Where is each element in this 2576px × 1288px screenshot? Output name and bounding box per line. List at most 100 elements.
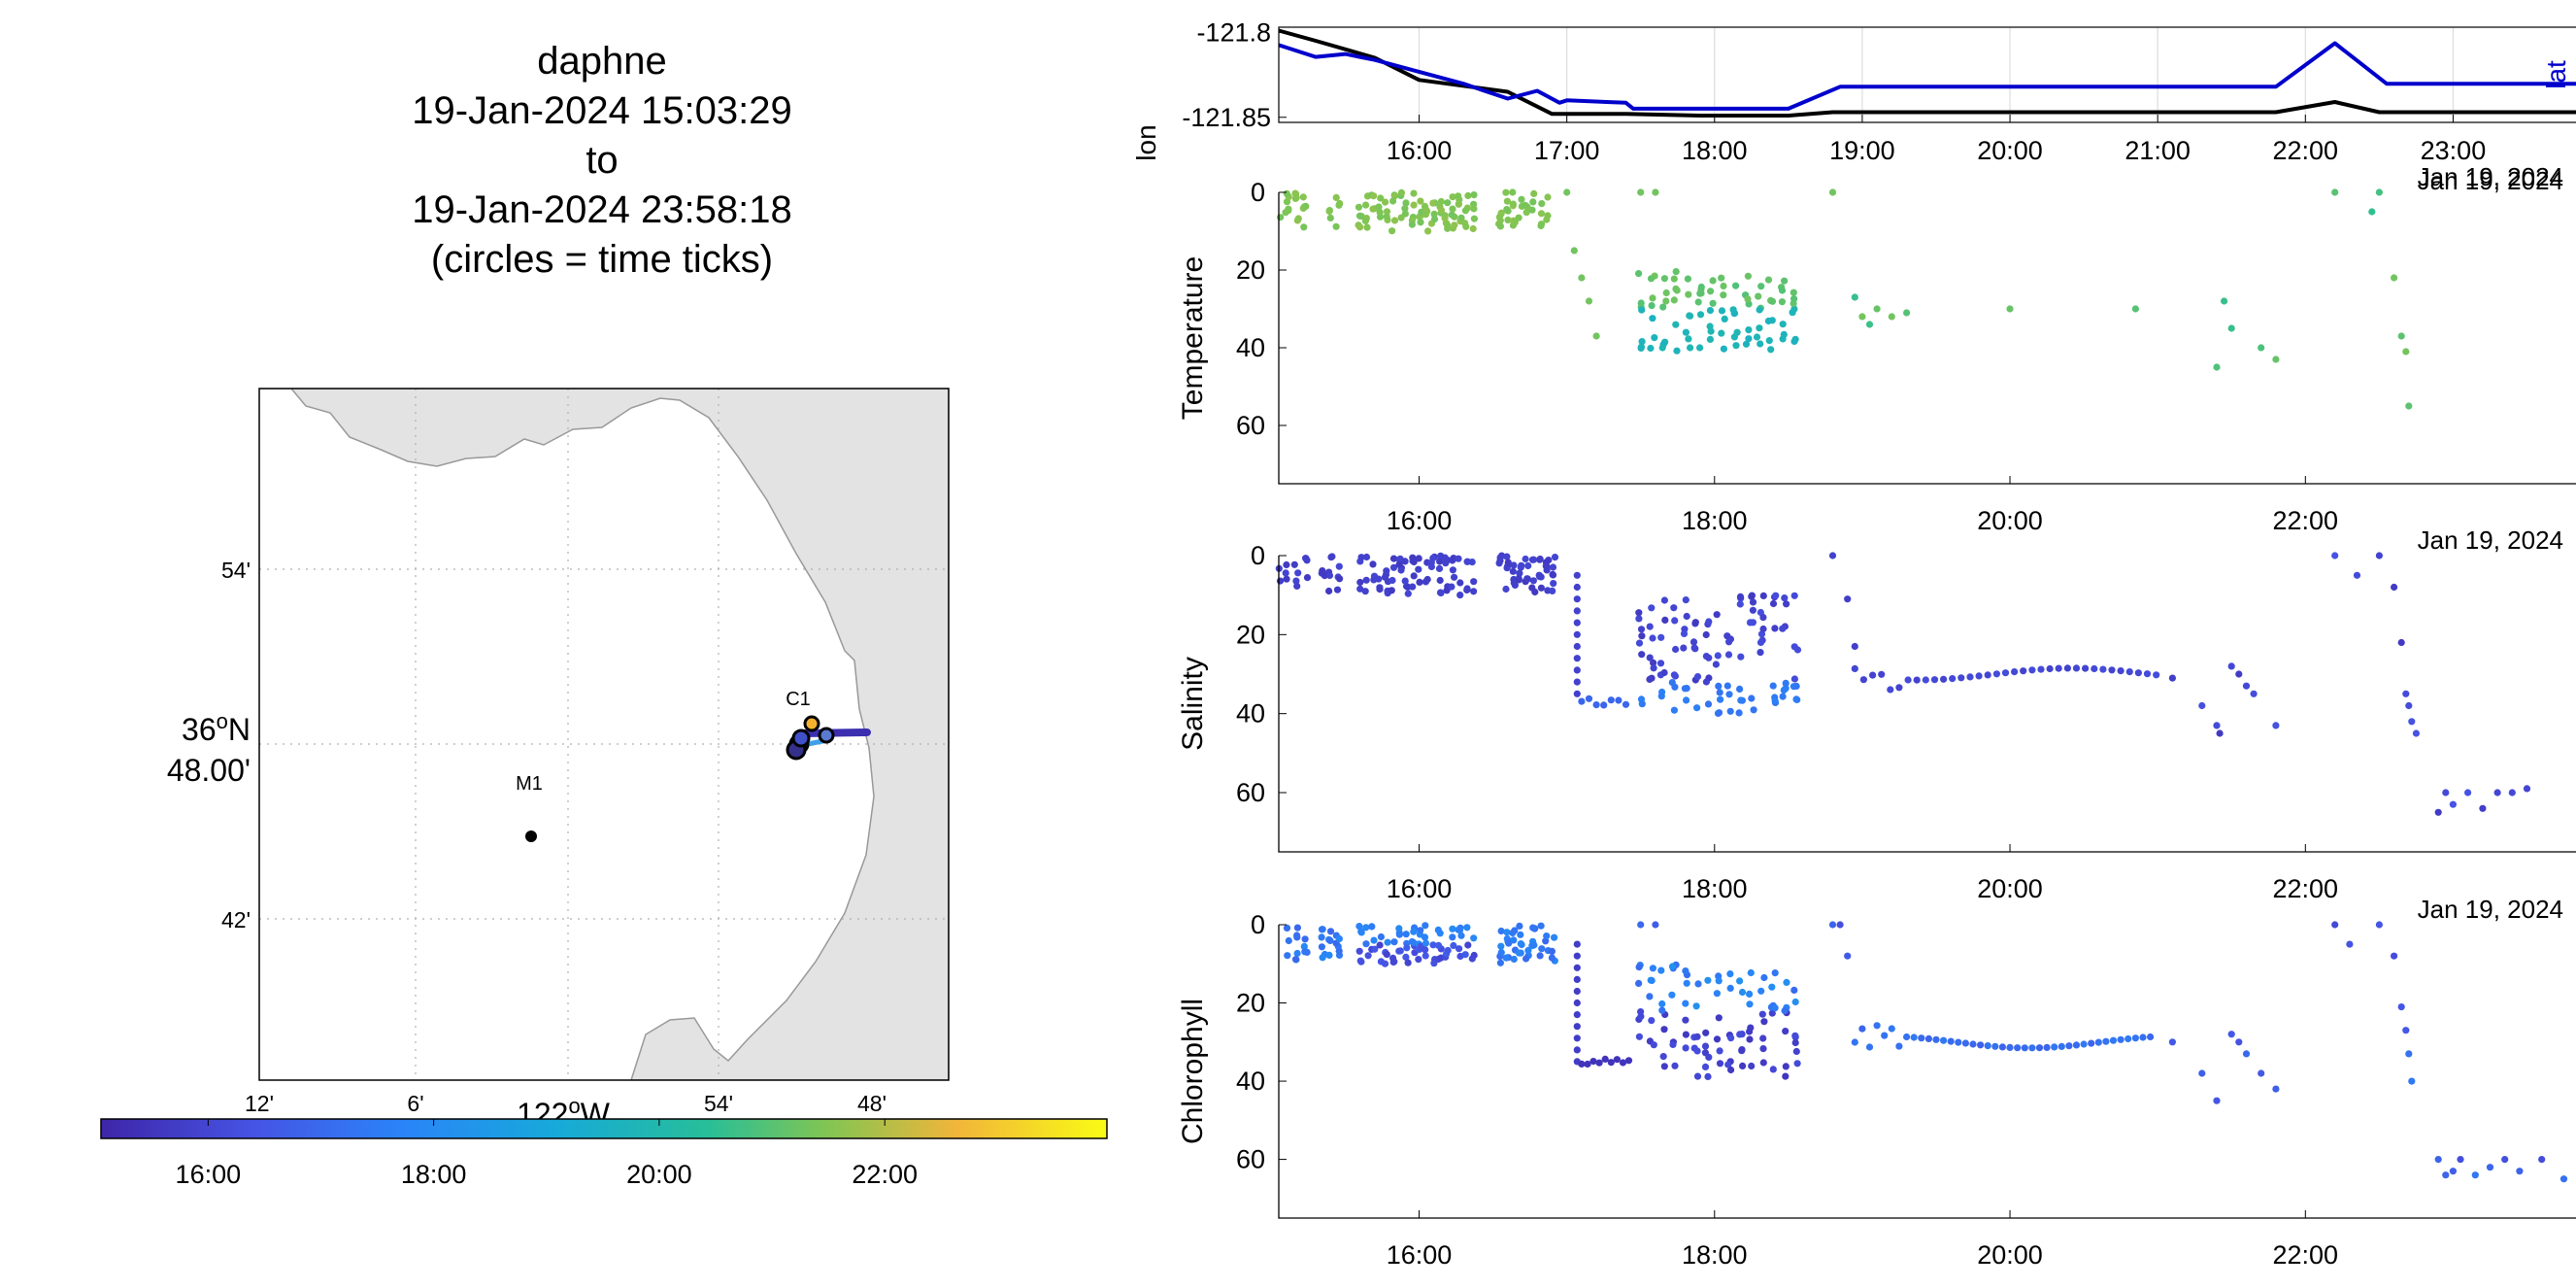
salinity-scatter-point: [1523, 575, 1531, 583]
temperature-date-label: Jan 19, 2024: [2418, 162, 2563, 191]
temperature-y-tick-label: 0: [1251, 178, 1265, 207]
temperature-scatter-point: [1429, 199, 1437, 207]
chlorophyll-scatter-point: [1384, 938, 1391, 946]
chlorophyll-scatter-point: [2346, 940, 2354, 948]
salinity-scatter-point: [1573, 655, 1581, 662]
chlorophyll-scatter-point: [1692, 1002, 1700, 1010]
chlorophyll-scatter-point: [1660, 1026, 1668, 1034]
temperature-scatter-point: [1292, 194, 1300, 202]
temperature-scatter-point: [1660, 275, 1668, 283]
salinity-scatter-point: [2493, 789, 2501, 797]
chlorophyll-scatter-point: [1726, 970, 1734, 978]
chlorophyll-scatter-point: [2014, 1044, 2022, 1052]
salinity-scatter-point: [2397, 638, 2405, 647]
chlorophyll-scatter-point: [1671, 1062, 1679, 1069]
chlorophyll-scatter-point: [1783, 978, 1790, 987]
salinity-axes: [1278, 556, 2576, 853]
chlorophyll-scatter-point: [1793, 1060, 1801, 1068]
temperature-scatter-point: [1336, 199, 1344, 208]
salinity-scatter-point: [1780, 686, 1788, 695]
salinity-scatter-point: [1792, 695, 1800, 703]
title-line-vehicle: daphne: [537, 40, 667, 83]
chlorophyll-scatter-point: [1383, 951, 1390, 959]
salinity-scatter-point: [1650, 659, 1657, 667]
chlorophyll-scatter-point: [1444, 946, 1452, 955]
salinity-scatter-point: [1671, 617, 1679, 625]
salinity-scatter-point: [1759, 614, 1767, 622]
salinity-scatter-point: [1282, 569, 1289, 577]
map-lat-center-label: 36oN: [182, 709, 251, 747]
salinity-scatter-point: [2028, 666, 2036, 674]
position-frame: [1278, 26, 2576, 123]
chlorophyll-scatter-point: [1955, 1038, 1962, 1046]
temperature-scatter-point: [1707, 288, 1715, 295]
map-lon-tick-54: 54': [704, 1091, 733, 1116]
chlorophyll-x-tick-label: 16:00: [1387, 1240, 1453, 1270]
chlorophyll-scatter-point: [1669, 1040, 1677, 1048]
temperature-scatter-point: [1685, 335, 1692, 343]
salinity-scatter-point: [1887, 686, 1894, 694]
salinity-scatter-point: [1828, 552, 1837, 559]
chlorophyll-x-tick-label: 20:00: [1977, 1240, 2043, 1270]
chlorophyll-scatter-point: [2198, 1069, 2206, 1077]
salinity-scatter-point: [1549, 587, 1556, 595]
salinity-scatter-point: [1638, 632, 1646, 640]
position-x-tick-label: 18:00: [1682, 136, 1748, 165]
chlorophyll-scatter-point: [1768, 983, 1776, 991]
temperature-panel: 0 20 40 60 16:00 18:00 20:00 22:00 Jan 19, 2024 T…: [1177, 162, 2576, 535]
salinity-scatter-point: [1536, 556, 1544, 563]
temperature-scatter-point: [1388, 227, 1396, 235]
chlorophyll-scatter-point: [1782, 1028, 1790, 1035]
chlorophyll-scatter-point: [1998, 1043, 2006, 1051]
temperature-scatter-point: [1356, 223, 1364, 231]
temperature-scatter-point: [1375, 203, 1383, 211]
chlorophyll-scatter-point: [1422, 922, 1429, 930]
temperature-y-tick-label: 60: [1236, 411, 1265, 440]
chlorophyll-scatter-point: [1873, 1022, 1881, 1030]
chlorophyll-scatter-point: [1705, 1053, 1713, 1061]
chlorophyll-scatter-point: [1395, 925, 1403, 932]
chlorophyll-scatter-point: [1573, 952, 1581, 960]
salinity-scatter-point: [1671, 683, 1679, 691]
temperature-scatter-point: [1430, 210, 1438, 218]
latitude-series-line: [1278, 41, 2576, 111]
chlorophyll-scatter-point: [1658, 1000, 1666, 1008]
chlorophyll-scatter-point: [1415, 956, 1422, 964]
chlorophyll-scatter-point: [2375, 921, 2383, 929]
salinity-scatter-point: [2375, 552, 2383, 559]
chlorophyll-scatter-point: [1578, 1060, 1586, 1068]
chlorophyll-scatter-point: [1727, 1034, 1735, 1042]
temperature-scatter-point: [1277, 214, 1285, 221]
chlorophyll-scatter-point: [1381, 960, 1389, 967]
chlorophyll-scatter-point: [1455, 945, 1463, 953]
temperature-scatter-point: [1570, 247, 1578, 254]
chlorophyll-scatter-point: [1693, 1033, 1701, 1040]
salinity-scatter-point: [1660, 596, 1668, 604]
temperature-scatter-point: [1302, 202, 1310, 210]
chlorophyll-scatter-point: [1619, 1059, 1627, 1067]
chlorophyll-scatter-point: [2088, 1039, 2095, 1047]
chlorophyll-scatter-point: [1895, 1042, 1903, 1050]
chlorophyll-y-tick-label: 60: [1236, 1145, 1265, 1174]
chlorophyll-date-label: Jan 19, 2024: [2418, 895, 2563, 924]
chlorophyll-scatter-point: [2117, 1035, 2124, 1043]
chlorophyll-scatter-point: [1716, 1047, 1723, 1055]
salinity-scatter-point: [1504, 559, 1512, 566]
chlorophyll-scatter-point: [1537, 922, 1545, 930]
chlorophyll-scatter-point: [1285, 936, 1292, 945]
chlorophyll-scatter-point: [2051, 1043, 2058, 1051]
chlorophyll-scatter-point: [1791, 998, 1799, 1006]
chlorophyll-scatter-point: [1635, 1033, 1643, 1040]
temperature-scatter-point: [1325, 207, 1333, 216]
chlorophyll-scatter-point: [1390, 938, 1398, 946]
salinity-scatter-point: [2082, 664, 2090, 672]
temperature-scatter-point: [1408, 220, 1416, 228]
chlorophyll-scatter-point: [1551, 933, 1558, 941]
temperature-scatter-point: [1383, 213, 1390, 220]
temperature-scatter-point: [1389, 197, 1397, 205]
temperature-scatter-point: [1294, 215, 1302, 222]
salinity-scatter-point: [1622, 700, 1630, 708]
chlorophyll-scatter-point: [1682, 1031, 1689, 1038]
position-date-label: Jan 19, 2024: [2418, 166, 2563, 195]
salinity-scatter-point: [1714, 709, 1723, 718]
